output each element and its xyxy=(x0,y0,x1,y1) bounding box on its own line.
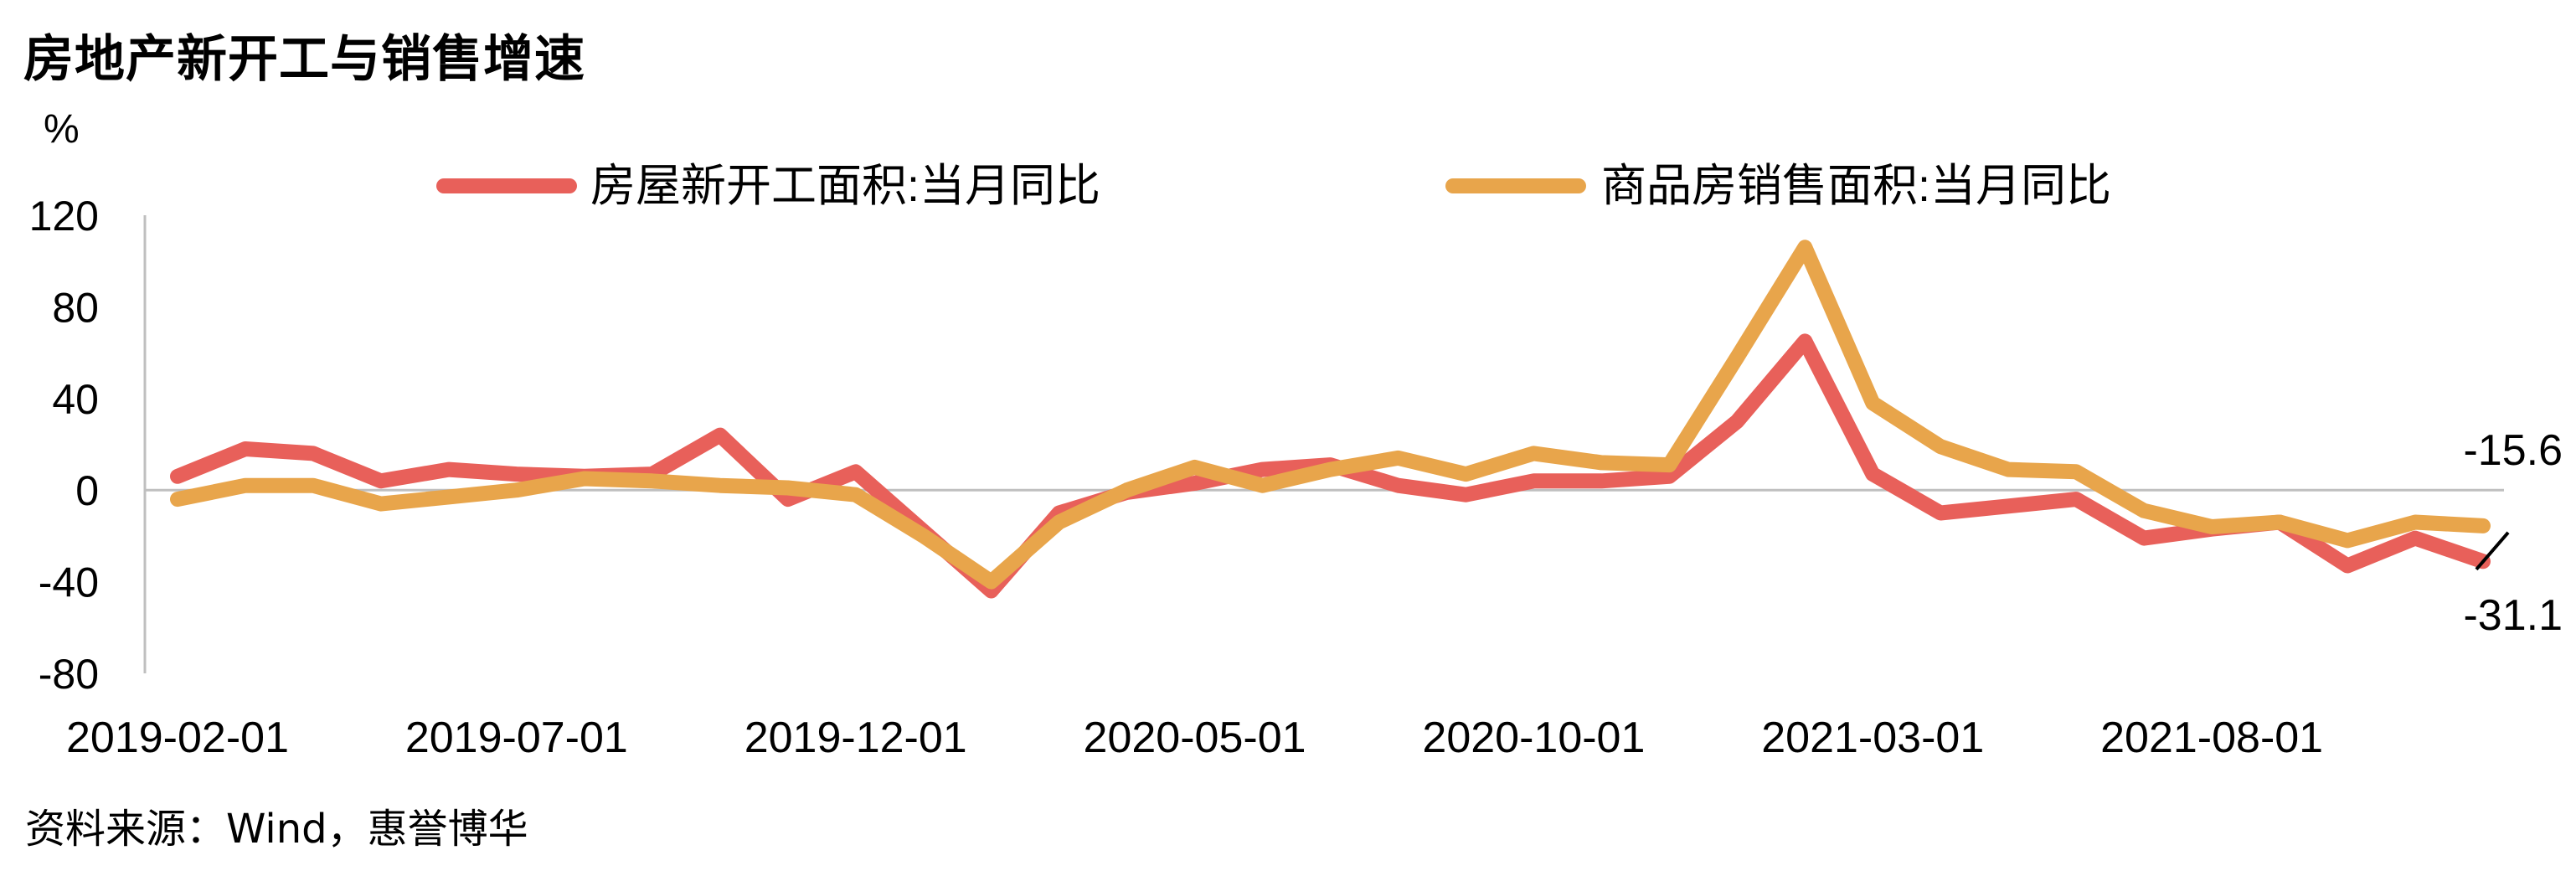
source-note: 资料来源：Wind，惠誉博华 xyxy=(25,806,528,853)
y-tick-label: 40 xyxy=(52,376,99,423)
y-axis-unit-label: % xyxy=(44,107,80,152)
series-line-sales xyxy=(170,240,2491,590)
annotation-sales-last-value: -15.6 xyxy=(2463,426,2563,475)
annotation-new-starts-last-value: -31.1 xyxy=(2463,591,2563,640)
series-lines xyxy=(170,240,2491,599)
y-tick-label: 80 xyxy=(52,284,99,331)
x-tick-label: 2020-10-01 xyxy=(1422,714,1645,762)
end-annotations: -15.6 -31.1 xyxy=(2463,426,2563,640)
x-tick-label: 2019-12-01 xyxy=(744,714,967,762)
x-tick-label: 2019-02-01 xyxy=(66,714,289,762)
x-tick-label: 2021-08-01 xyxy=(2100,714,2323,762)
x-tick-labels: 2019-02-01 2019-07-01 2019-12-01 2020-05-01… xyxy=(66,714,2323,762)
y-axis: 120 80 40 0 -40 -80 xyxy=(29,193,147,698)
chart-title: 房地产新开工与销售增速 xyxy=(23,30,585,89)
x-tick-label: 2019-07-01 xyxy=(405,714,628,762)
legend-label-sales: 商品房销售面积:当月同比 xyxy=(1601,161,2111,211)
y-tick-label: 0 xyxy=(75,467,99,514)
annotation-leader-line xyxy=(2475,531,2510,571)
legend: 房屋新开工面积:当月同比 商品房销售面积:当月同比 xyxy=(436,161,2111,211)
y-tick-labels: 120 80 40 0 -40 -80 xyxy=(29,193,99,698)
x-tick-label: 2021-03-01 xyxy=(1761,714,1984,762)
y-tick-label: -40 xyxy=(39,559,99,606)
legend-label-new-starts: 房屋新开工面积:当月同比 xyxy=(590,161,1100,211)
x-tick-label: 2020-05-01 xyxy=(1084,714,1306,762)
y-tick-label: -80 xyxy=(39,651,99,698)
y-tick-label: 120 xyxy=(29,193,99,240)
